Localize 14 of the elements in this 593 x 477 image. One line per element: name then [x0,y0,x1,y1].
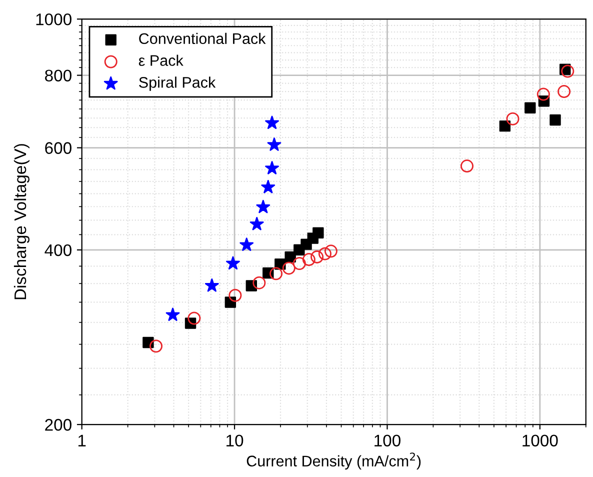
x-tick-label: 1 [78,434,86,446]
y-tick-label: 600 [45,142,72,154]
x-axis-title: Current Density (mA/cm$^{2}$) [246,452,421,470]
y-tick-label: 200 [45,418,72,431]
legend-label: ε Pack [138,54,184,66]
x-tick-label: 1000 [522,434,558,446]
y-tick-label: 800 [45,70,72,82]
y-axis-title: Discharge Voltage(V) [14,144,30,300]
x-tick-label: 100 [374,434,400,446]
y-tick-label: 400 [44,244,72,256]
legend-label: Spiral Pack [139,76,216,91]
y-tick-label: 1000 [36,13,72,26]
x-tick-label: 10 [226,434,244,446]
legend-label: Conventional Pack [139,32,266,44]
